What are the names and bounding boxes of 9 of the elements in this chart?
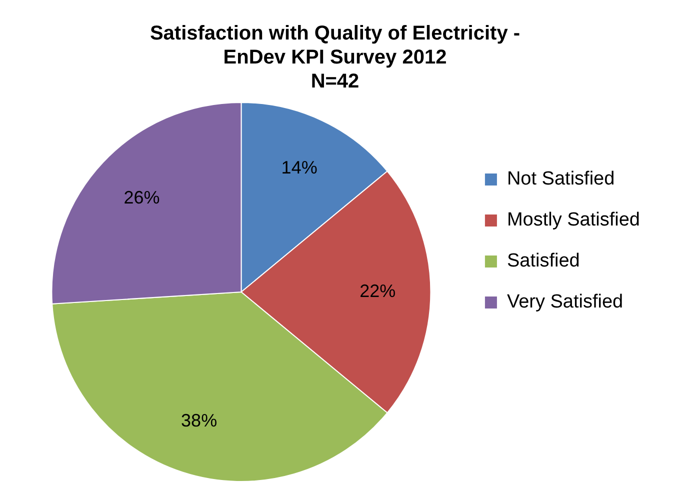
legend-label: Satisfied: [506, 250, 580, 272]
chart-title: Satisfaction with Quality of Electricity - EnDev KPI Survey 2012 N=42: [150, 22, 520, 93]
data-label: 38%: [181, 410, 218, 431]
legend-label: Mostly Satisfied: [506, 210, 640, 231]
data-label: 14%: [281, 158, 318, 178]
data-label: 26%: [124, 188, 160, 208]
legend-label: Not Satisfied: [506, 168, 615, 190]
legend-label: Very Satisfied: [506, 292, 624, 313]
data-label: 22%: [360, 280, 396, 301]
